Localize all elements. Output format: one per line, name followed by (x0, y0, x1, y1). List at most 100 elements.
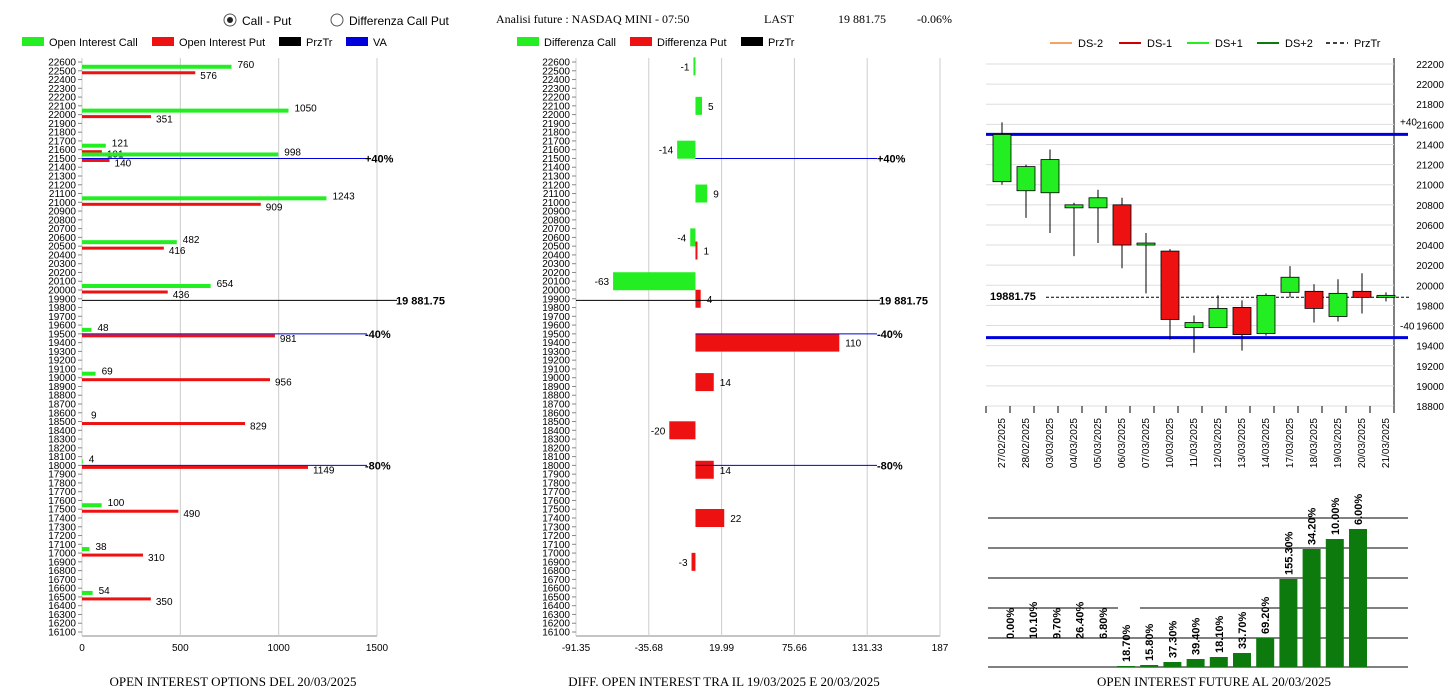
oi-bar (1117, 666, 1135, 667)
y-tick-label: 20700 (48, 224, 76, 235)
level-label: +40% (877, 153, 906, 165)
legend-label-ds-2: DS-2 (1078, 38, 1103, 50)
y-tick-label: 18700 (542, 400, 570, 411)
oi-pct-label: 18.10% (1214, 615, 1226, 653)
oi-pct-label: 6.80% (1098, 608, 1110, 639)
y-tick-label: 19700 (542, 312, 570, 323)
y-tick-label: 17700 (48, 487, 76, 498)
y-tick-label: 22500 (542, 66, 570, 77)
x-tick-label: 18/03/2025 (1309, 418, 1320, 468)
legend-oi: Open Interest Call Open Interest Put Prz… (22, 37, 388, 49)
call-value-label: 1243 (332, 191, 355, 202)
diff-value-label: 5 (708, 102, 714, 113)
y-tick-label: 20400 (48, 250, 76, 261)
legend-label-put: Open Interest Put (179, 37, 265, 49)
diff-bar (669, 421, 696, 440)
y-tick-label: 18100 (48, 452, 76, 463)
y-tick-label: 22000 (1416, 80, 1444, 91)
y-tick-label: 16900 (48, 557, 76, 568)
y-tick-label: 19800 (542, 303, 570, 314)
change-value: -0.06% (917, 12, 952, 26)
y-tick-label: 20200 (542, 268, 570, 279)
y-tick-label: 20600 (48, 233, 76, 244)
y-tick-label: 21100 (543, 189, 571, 200)
y-tick-label: 17300 (542, 522, 570, 533)
price-label: 19881.75 (990, 291, 1036, 303)
call-bar (82, 152, 279, 157)
y-tick-label: 17900 (48, 470, 76, 481)
legend-label-diff-put: Differenza Put (657, 37, 727, 49)
y-tick-label: 17600 (542, 496, 570, 507)
y-tick-label: 16200 (48, 619, 76, 630)
oi-pct-label: 18.70% (1121, 624, 1133, 662)
put-value-label: 981 (280, 334, 297, 345)
x-tick-label: 27/02/2025 (997, 418, 1008, 468)
y-tick-label: 16800 (542, 566, 570, 577)
level-label: 19 881.75 (396, 295, 445, 307)
put-bar (82, 71, 196, 75)
y-tick-label: 16300 (542, 610, 570, 621)
oi-pct-label: 33.70% (1237, 611, 1249, 649)
radio-differenza[interactable]: Differenza Call Put (330, 13, 449, 28)
call-bar (82, 590, 93, 595)
call-value-label: 4 (89, 454, 95, 465)
call-value-label: 69 (102, 367, 114, 378)
put-value-label: 829 (250, 422, 267, 433)
y-tick-label: 18300 (48, 435, 76, 446)
legend-label-prztr: PrzTr (306, 37, 333, 49)
oi-pct-label: 34.20% (1307, 507, 1319, 545)
x-tick-label: 187 (932, 643, 949, 654)
diff-value-label: -14 (659, 146, 674, 157)
caption-oi-options: OPEN INTEREST OPTIONS DEL 20/03/2025 (110, 674, 357, 689)
candle-body (1280, 276, 1300, 293)
call-bar (82, 108, 289, 113)
legend-swatch-put (152, 37, 174, 46)
call-bar (82, 196, 327, 201)
x-tick-label: 04/03/2025 (1069, 418, 1080, 468)
candle-body (1088, 197, 1108, 209)
call-bar (82, 284, 211, 288)
radio-call-put[interactable]: Call - Put (223, 13, 292, 28)
y-tick-label: 21300 (542, 172, 570, 183)
caption-oi-future: OPEN INTEREST FUTURE AL 20/03/2025 (1097, 674, 1331, 689)
call-bar (82, 143, 106, 148)
y-tick-label: 22200 (542, 93, 570, 104)
y-tick-label: 21200 (48, 180, 76, 191)
y-tick-label: 22600 (542, 58, 570, 69)
y-tick-label: 21000 (48, 198, 76, 209)
y-tick-label: 21400 (542, 163, 570, 174)
legend-label-call: Open Interest Call (49, 37, 138, 49)
diff-bar (695, 460, 714, 479)
diff-value-label: -1 (681, 62, 690, 73)
candle-body (1232, 307, 1252, 335)
y-tick-label: 20800 (48, 215, 76, 226)
y-tick-label: 21000 (1416, 181, 1444, 192)
y-tick-label: 16400 (48, 601, 76, 612)
call-bar (82, 459, 83, 464)
call-value-label: 482 (183, 235, 200, 246)
y-tick-label: 22400 (542, 75, 570, 86)
candle-body (1328, 292, 1348, 317)
y-tick-label: 19400 (48, 338, 76, 349)
y-tick-label: 19200 (1416, 362, 1444, 373)
diff-value-label: -63 (595, 277, 610, 288)
y-tick-label: 21700 (48, 136, 76, 147)
y-tick-label: 18800 (1416, 402, 1444, 413)
y-tick-label: 17100 (542, 540, 570, 551)
y-tick-label: 21600 (1416, 120, 1444, 131)
oi-pct-label: 155.30% (1283, 531, 1295, 575)
x-tick-label: 13/03/2025 (1237, 418, 1248, 468)
y-tick-label: 16600 (542, 584, 570, 595)
y-tick-label: 22100 (48, 101, 76, 112)
y-tick-label: 21600 (48, 145, 76, 156)
y-tick-label: 19900 (48, 294, 76, 305)
x-tick-label: 14/03/2025 (1261, 418, 1272, 468)
oi-pct-label: 26.40% (1075, 601, 1087, 639)
y-tick-label: 20900 (542, 207, 570, 218)
y-tick-label: 21500 (48, 154, 76, 165)
y-tick-label: 17400 (48, 514, 76, 525)
y-tick-label: 18000 (542, 461, 570, 472)
y-tick-label: 22100 (542, 101, 570, 112)
lower-band-label: -40 (1400, 322, 1415, 333)
y-tick-label: 18600 (542, 408, 570, 419)
